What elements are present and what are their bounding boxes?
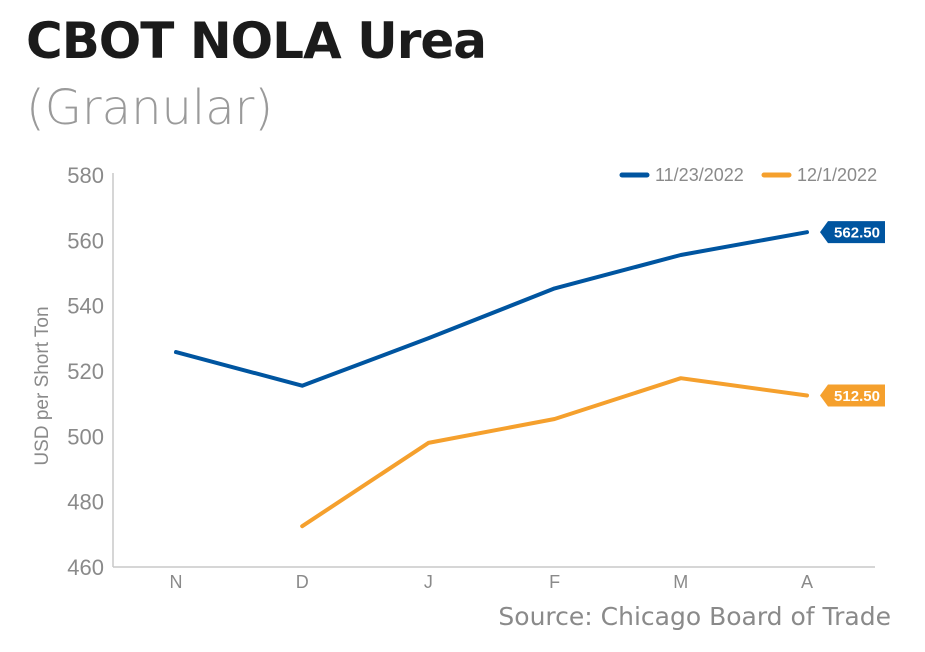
chart-title: CBOT NOLA Urea <box>26 12 487 70</box>
series-lines <box>174 230 809 529</box>
end-value-tag <box>820 221 885 244</box>
end-value-tag <box>820 384 885 407</box>
x-tick-label: D <box>296 572 309 592</box>
y-tick-label: 560 <box>67 228 104 253</box>
y-tick-label: 580 <box>67 163 104 188</box>
y-tick-label: 460 <box>67 555 104 580</box>
source-note: Source: Chicago Board of Trade <box>498 602 891 631</box>
series-line-2 <box>300 376 809 529</box>
tick-labels: 460 480 500 520 540 560 580 N D J F M A <box>67 163 813 592</box>
x-tick-label: J <box>424 572 433 592</box>
y-tick-label: 540 <box>67 294 104 319</box>
chart-subtitle: (Granular) <box>26 80 274 136</box>
end-value-label-2: 512.50 <box>820 384 885 407</box>
end-value-label-1: 562.50 <box>820 221 885 244</box>
legend-item-1: 11/23/2022 <box>619 165 744 185</box>
x-tick-label: N <box>170 572 183 592</box>
end-value-text: 562.50 <box>834 225 880 242</box>
end-value-text: 512.50 <box>834 388 880 405</box>
series-line-1 <box>174 230 809 388</box>
legend-label: 11/23/2022 <box>655 165 744 185</box>
y-tick-label: 520 <box>67 359 104 384</box>
x-tick-label: F <box>549 572 560 592</box>
legend-label: 12/1/2022 <box>797 165 877 185</box>
x-tick-label: M <box>673 572 688 592</box>
axes <box>112 173 875 568</box>
legend-item-2: 12/1/2022 <box>761 165 877 185</box>
legend: 11/23/2022 12/1/2022 <box>619 165 877 185</box>
y-tick-label: 480 <box>67 490 104 515</box>
end-labels: 562.50 512.50 <box>820 221 885 407</box>
y-tick-label: 500 <box>67 424 104 449</box>
x-tick-label: A <box>801 572 813 592</box>
y-axis-label: USD per Short Ton <box>32 306 53 465</box>
